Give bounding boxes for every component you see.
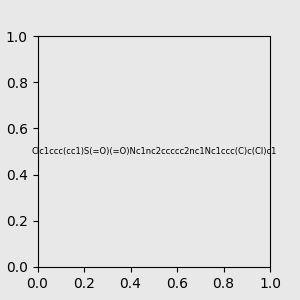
Text: Clc1ccc(cc1)S(=O)(=O)Nc1nc2ccccc2nc1Nc1ccc(C)c(Cl)c1: Clc1ccc(cc1)S(=O)(=O)Nc1nc2ccccc2nc1Nc1c… — [31, 147, 276, 156]
